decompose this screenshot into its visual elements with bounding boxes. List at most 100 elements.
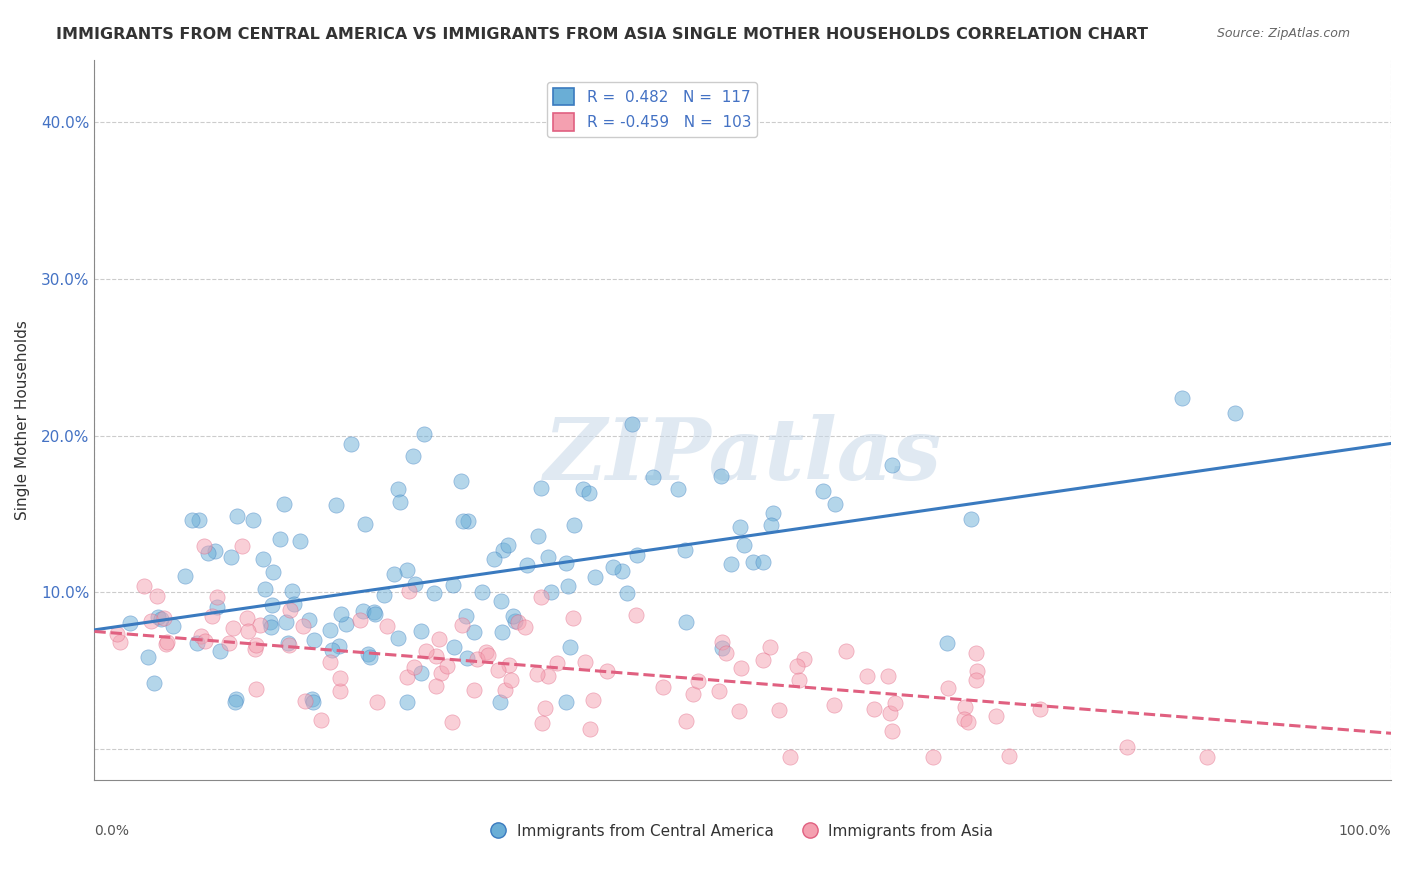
Point <box>762 506 785 520</box>
Point <box>515 619 537 633</box>
Point <box>340 437 363 451</box>
Point <box>682 687 704 701</box>
Point <box>319 655 342 669</box>
Point <box>294 694 316 708</box>
Point <box>759 518 782 533</box>
Point <box>278 602 301 616</box>
Point <box>136 650 159 665</box>
Point <box>219 549 242 564</box>
Point <box>879 706 901 720</box>
Point <box>304 633 326 648</box>
Point <box>779 749 801 764</box>
Point <box>430 665 453 680</box>
Point <box>882 724 904 739</box>
Point <box>463 682 485 697</box>
Point <box>529 590 551 604</box>
Point <box>207 600 229 615</box>
Point <box>571 483 593 497</box>
Point <box>984 708 1007 723</box>
Point <box>710 469 733 483</box>
Point <box>260 598 283 612</box>
Point <box>789 673 811 687</box>
Point <box>425 679 447 693</box>
Point <box>616 585 638 599</box>
Point <box>274 615 297 629</box>
Point <box>856 669 879 683</box>
Point <box>224 695 246 709</box>
Point <box>291 618 314 632</box>
Point <box>730 660 752 674</box>
Point <box>578 485 600 500</box>
Point <box>387 631 409 645</box>
Point <box>966 665 988 679</box>
Point <box>751 653 773 667</box>
Point <box>537 669 560 683</box>
Point <box>450 474 472 488</box>
Point <box>402 660 425 674</box>
Point <box>236 611 259 625</box>
Point <box>530 481 553 495</box>
Point <box>262 565 284 579</box>
Point <box>508 615 530 630</box>
Point <box>456 651 478 665</box>
Point <box>467 651 489 665</box>
Point <box>415 643 437 657</box>
Point <box>155 637 177 651</box>
Point <box>793 651 815 665</box>
Point <box>494 682 516 697</box>
Point <box>733 538 755 552</box>
Point <box>149 612 172 626</box>
Point <box>921 749 943 764</box>
Point <box>218 636 240 650</box>
Point <box>936 681 959 695</box>
Point <box>1223 405 1246 419</box>
Point <box>243 642 266 657</box>
Point <box>752 556 775 570</box>
Point <box>824 498 846 512</box>
Point <box>302 695 325 709</box>
Point <box>1195 749 1218 764</box>
Point <box>321 643 343 657</box>
Point <box>142 676 165 690</box>
Point <box>260 620 283 634</box>
Point <box>373 588 395 602</box>
Point <box>555 556 578 570</box>
Point <box>363 605 385 619</box>
Point <box>190 629 212 643</box>
Text: Source: ZipAtlas.com: Source: ZipAtlas.com <box>1216 27 1350 40</box>
Point <box>277 636 299 650</box>
Point <box>412 426 434 441</box>
Point <box>540 585 562 599</box>
Point <box>965 673 987 687</box>
Point <box>193 539 215 553</box>
Point <box>997 749 1019 764</box>
Point <box>675 615 697 629</box>
Point <box>181 513 204 527</box>
Point <box>953 712 976 726</box>
Point <box>823 698 845 713</box>
Point <box>626 608 648 623</box>
Point <box>197 546 219 560</box>
Point <box>768 703 790 717</box>
Point <box>288 534 311 549</box>
Point <box>595 664 617 678</box>
Point <box>353 604 375 618</box>
Point <box>574 655 596 669</box>
Point <box>477 648 499 662</box>
Point <box>156 634 179 648</box>
Point <box>457 514 479 528</box>
Point <box>225 692 247 706</box>
Point <box>936 636 959 650</box>
Point <box>451 515 474 529</box>
Point <box>533 701 555 715</box>
Point <box>502 608 524 623</box>
Point <box>498 657 520 672</box>
Point <box>813 484 835 499</box>
Point <box>953 699 976 714</box>
Point <box>298 614 321 628</box>
Point <box>398 584 420 599</box>
Point <box>956 715 979 730</box>
Point <box>225 509 247 524</box>
Point <box>280 583 302 598</box>
Point <box>134 579 156 593</box>
